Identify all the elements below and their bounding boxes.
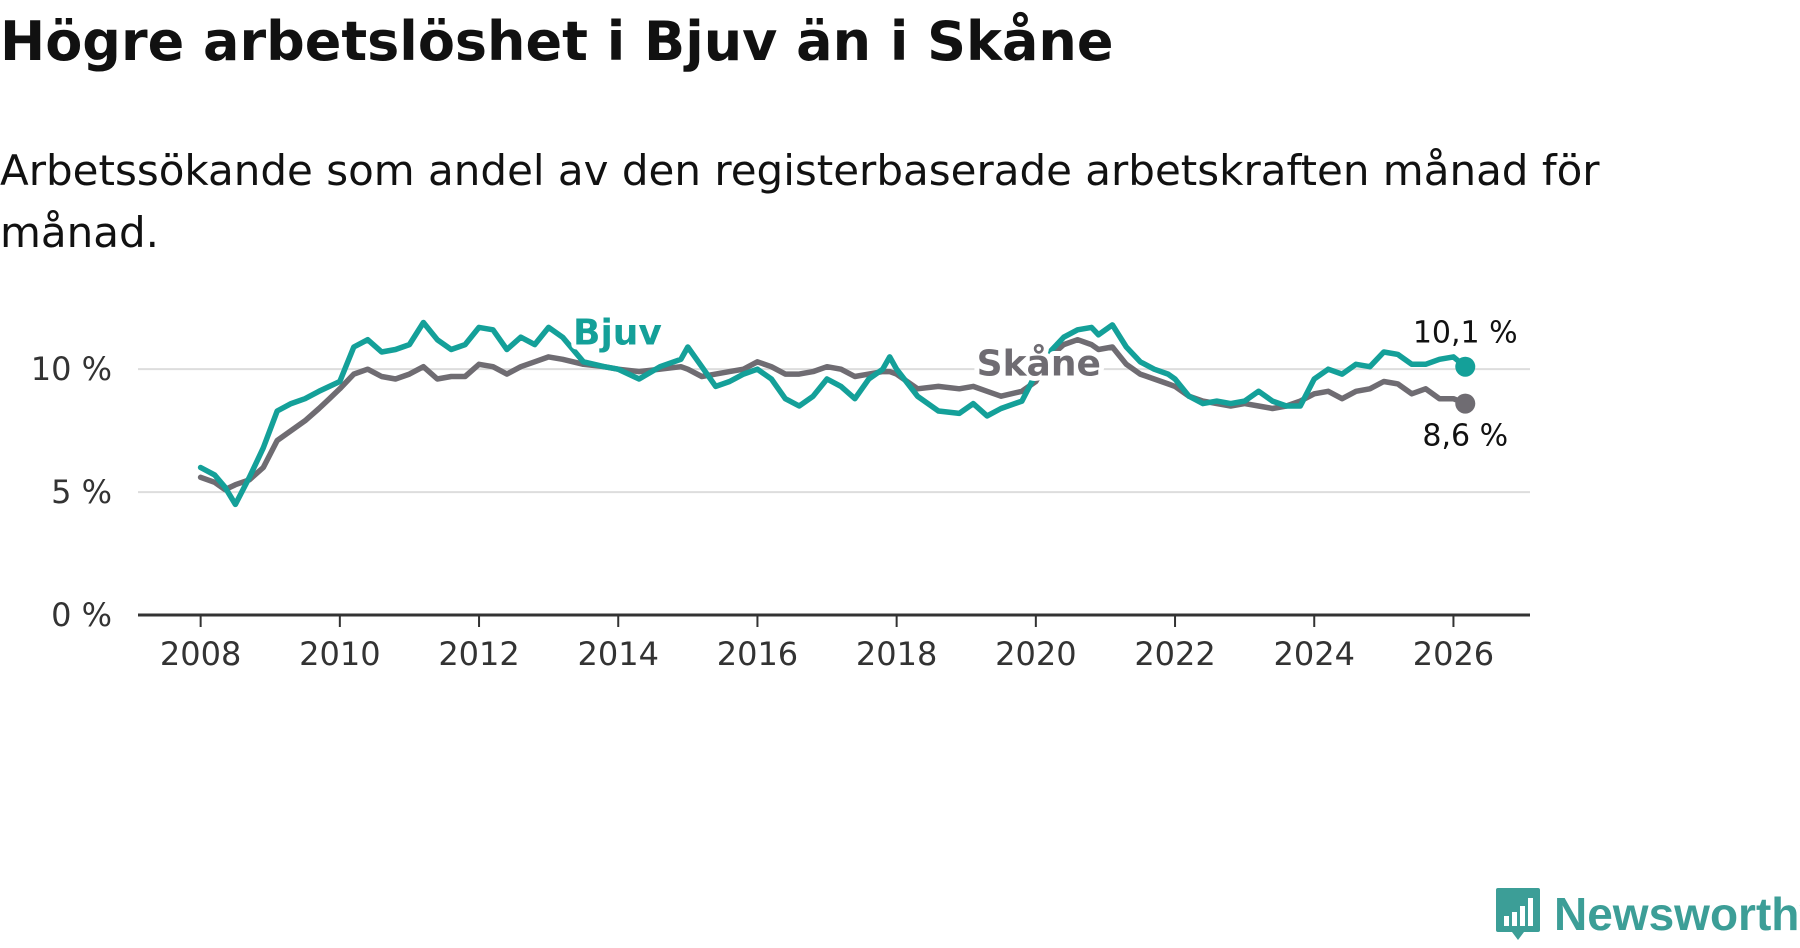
end-value-label-skane: 8,6 % xyxy=(1422,419,1508,454)
chart-subtitle: Arbetssökande som andel av den registerb… xyxy=(0,146,1600,257)
series-labels: Bjuv Skåne 10,1 % 8,6 % xyxy=(568,308,1523,459)
end-value-label-bjuv: 10,1 % xyxy=(1413,316,1518,351)
gridlines xyxy=(138,368,1530,494)
series-label-bjuv: Bjuv xyxy=(573,313,662,354)
series-line-skane xyxy=(197,336,1469,493)
line-chart: 0 % 5 % 10 % 2008 2010 2012 2014 2016 2018 2020 20… xyxy=(31,308,1530,673)
x-tick-label: 2012 xyxy=(438,635,519,673)
end-point-skane xyxy=(1455,393,1476,414)
x-tick-label: 2008 xyxy=(160,635,241,673)
series-lines xyxy=(197,319,1476,508)
axes: 0 % 5 % 10 % 2008 2010 2012 2014 2016 2018 2020 20… xyxy=(31,350,1530,673)
page-title: Högre arbetslöshet i Bjuv än i Skåne xyxy=(0,10,1114,73)
logo-text: Newsworthy xyxy=(1554,888,1800,940)
x-tick-label: 2010 xyxy=(299,635,380,673)
x-tick-label: 2022 xyxy=(1134,635,1215,673)
y-tick-label: 0 % xyxy=(51,596,112,634)
x-tick-label: 2024 xyxy=(1274,635,1355,673)
bar-chart-speech-bubble-icon xyxy=(1496,888,1540,940)
series-label-skane: Skåne xyxy=(977,343,1101,384)
newsworthy-logo: Newsworthy xyxy=(1494,886,1800,942)
y-tick-label: 5 % xyxy=(51,473,112,511)
x-tick-label: 2016 xyxy=(717,635,798,673)
y-tick-label: 10 % xyxy=(31,350,112,388)
x-tick-label: 2020 xyxy=(995,635,1076,673)
series-line-bjuv xyxy=(197,319,1469,508)
end-point-bjuv xyxy=(1455,356,1476,377)
x-tick-label: 2018 xyxy=(856,635,937,673)
x-tick-label: 2026 xyxy=(1413,635,1494,673)
x-tick-label: 2014 xyxy=(578,635,659,673)
